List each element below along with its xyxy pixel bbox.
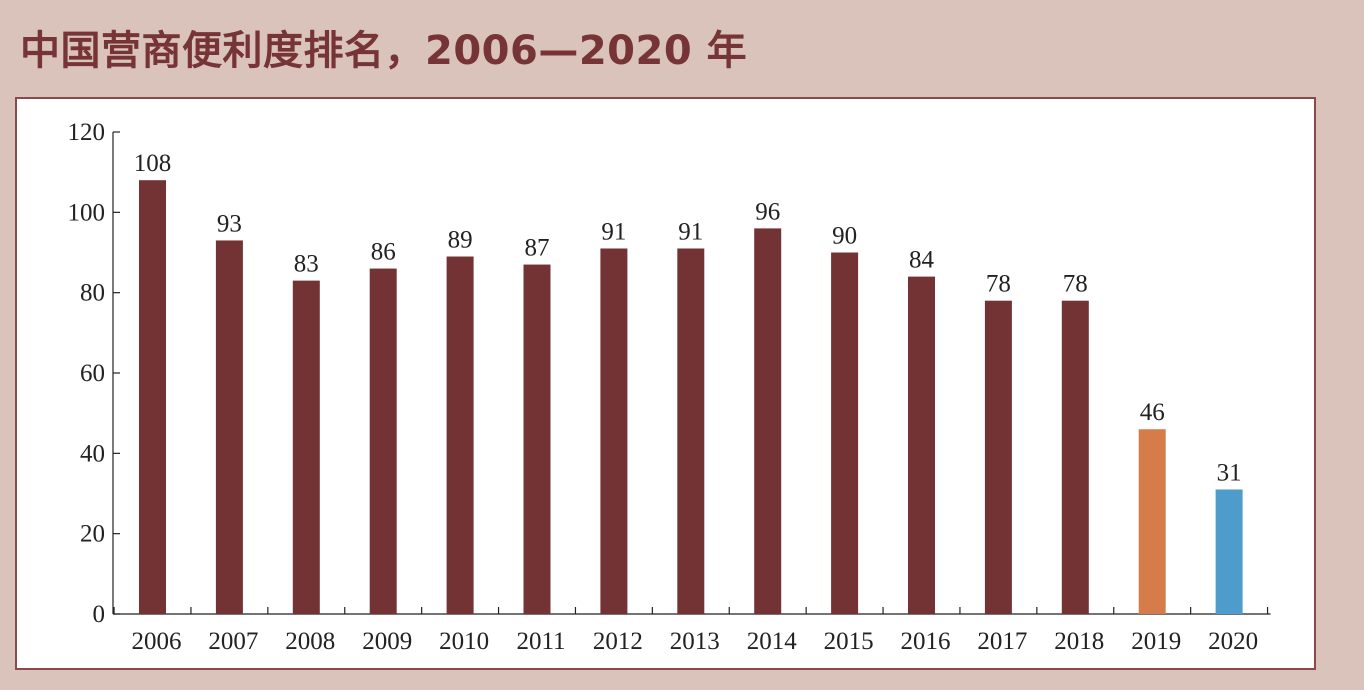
data-label-2014: 96 xyxy=(755,198,780,225)
x-tick-label-2007: 2007 xyxy=(208,628,258,655)
x-tick-label-2011: 2011 xyxy=(516,628,565,655)
data-label-2015: 90 xyxy=(832,223,857,250)
bar-2007 xyxy=(215,240,243,614)
bar-2013 xyxy=(677,248,705,614)
bar-2012 xyxy=(600,248,628,614)
x-tick-label-2016: 2016 xyxy=(901,628,951,655)
data-label-2016: 84 xyxy=(909,247,935,274)
bar-2009 xyxy=(369,268,397,614)
x-tick-label-2017: 2017 xyxy=(977,628,1027,655)
bar-2006 xyxy=(139,180,166,614)
y-tick-label-0: 0 xyxy=(93,601,106,628)
bar-2015 xyxy=(831,252,859,614)
bar-2020 xyxy=(1215,489,1243,614)
data-label-2009: 86 xyxy=(371,239,396,266)
data-label-2010: 89 xyxy=(448,227,473,254)
x-tick-label-2012: 2012 xyxy=(593,628,643,655)
data-label-2013: 91 xyxy=(678,218,703,245)
bar-2010 xyxy=(446,256,474,614)
x-tick-label-2020: 2020 xyxy=(1208,628,1258,655)
data-label-2007: 93 xyxy=(217,210,242,237)
bar-2014 xyxy=(754,228,782,614)
y-tick-label-40: 40 xyxy=(80,440,105,467)
x-tick-label-2019: 2019 xyxy=(1131,628,1181,655)
y-tick-label-80: 80 xyxy=(80,280,105,307)
bar-2017 xyxy=(984,300,1012,614)
data-label-2008: 83 xyxy=(294,251,319,278)
x-tick-label-2008: 2008 xyxy=(285,628,335,655)
data-label-2018: 78 xyxy=(1063,271,1088,298)
bar-2011 xyxy=(523,264,551,614)
x-tick-label-2010: 2010 xyxy=(439,628,489,655)
data-label-2017: 78 xyxy=(986,271,1011,298)
y-tick-label-100: 100 xyxy=(68,199,106,226)
data-label-2020: 31 xyxy=(1217,459,1242,486)
x-tick-label-2013: 2013 xyxy=(670,628,720,655)
data-label-2012: 91 xyxy=(601,218,626,245)
x-tick-label-2018: 2018 xyxy=(1054,628,1104,655)
y-tick-label-20: 20 xyxy=(80,521,105,548)
y-tick-label-120: 120 xyxy=(68,119,106,146)
data-label-2019: 46 xyxy=(1140,399,1165,426)
bar-2008 xyxy=(292,280,320,614)
x-tick-label-2009: 2009 xyxy=(362,628,412,655)
x-tick-label-2015: 2015 xyxy=(824,628,874,655)
data-label-2011: 87 xyxy=(525,235,550,262)
chart-title: 中国营商便利度排名，2006—2020 年 xyxy=(20,28,748,74)
x-tick-label-2006: 2006 xyxy=(132,628,182,655)
y-tick-label-60: 60 xyxy=(80,360,105,387)
bar-2018 xyxy=(1061,300,1089,614)
data-label-2006: 108 xyxy=(134,150,172,177)
bar-2016 xyxy=(908,276,935,614)
x-tick-label-2014: 2014 xyxy=(747,628,798,655)
bar-2019 xyxy=(1138,429,1166,614)
